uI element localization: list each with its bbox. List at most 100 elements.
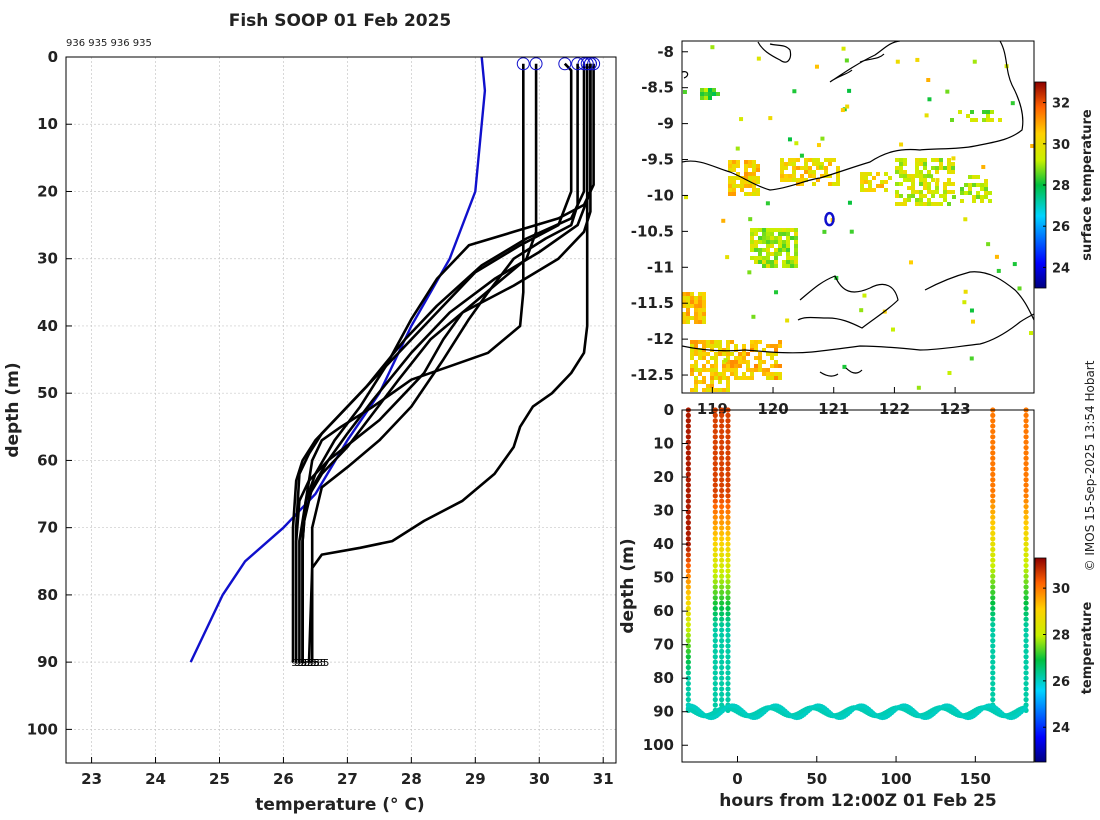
sst-pixel bbox=[726, 364, 730, 368]
sst-pixel bbox=[698, 372, 702, 376]
timeseries-dot bbox=[712, 514, 718, 520]
timeseries-dot bbox=[685, 648, 691, 654]
sst-pixel bbox=[714, 372, 718, 376]
timeseries-dot bbox=[685, 579, 691, 585]
sst-pixel bbox=[754, 340, 758, 344]
sst-pixel bbox=[750, 376, 754, 380]
timeseries-dot bbox=[712, 627, 718, 633]
timeseries-ytick-label: 70 bbox=[653, 636, 674, 654]
timeseries-dot bbox=[719, 541, 725, 547]
sst-pixel bbox=[972, 59, 977, 64]
timeseries-dot bbox=[1023, 520, 1029, 526]
timeseries-dot bbox=[712, 412, 718, 418]
sst-pixel bbox=[943, 186, 947, 190]
sst-pixel bbox=[812, 182, 816, 186]
sst-pixel bbox=[814, 64, 819, 69]
sst-pixel bbox=[808, 166, 812, 170]
sst-pixel bbox=[748, 176, 752, 180]
sst-pixel bbox=[919, 162, 923, 166]
timeseries-dot bbox=[685, 520, 691, 526]
sst-pixel bbox=[774, 260, 778, 264]
sst-pixel bbox=[698, 340, 702, 344]
sst-pixel bbox=[828, 162, 832, 166]
sst-pixel bbox=[927, 190, 931, 194]
sst-pixel bbox=[794, 141, 799, 146]
sst-pixel bbox=[694, 296, 698, 300]
sst-pixel bbox=[919, 174, 923, 178]
sst-pixel bbox=[694, 348, 698, 352]
timeseries-dot bbox=[1023, 638, 1029, 644]
sst-pixel bbox=[923, 166, 927, 170]
timeseries-dot bbox=[725, 418, 731, 424]
sst-pixel bbox=[786, 264, 790, 268]
timeseries-dot bbox=[685, 659, 691, 665]
sst-pixel bbox=[694, 320, 698, 324]
sst-pixel bbox=[736, 164, 740, 168]
sst-pixel bbox=[774, 290, 779, 295]
timeseries-dot bbox=[990, 664, 996, 671]
sst-pixel bbox=[785, 318, 790, 323]
sst-pixel bbox=[734, 344, 738, 348]
sst-pixel bbox=[931, 158, 935, 162]
timeseries-dot bbox=[725, 439, 731, 445]
timeseries-dot bbox=[725, 487, 731, 494]
timeseries-dot bbox=[990, 621, 996, 628]
sst-pixel bbox=[778, 232, 782, 236]
sst-pixel bbox=[722, 388, 726, 392]
sst-pixel bbox=[726, 380, 730, 384]
sst-pixel bbox=[964, 183, 968, 187]
sst-pixel bbox=[710, 368, 714, 372]
sst-pixel bbox=[718, 372, 722, 376]
timeseries-dot bbox=[685, 557, 691, 563]
sst-pixel bbox=[774, 360, 778, 364]
sst-pixel bbox=[686, 300, 690, 304]
sst-pixel bbox=[770, 240, 774, 244]
sst-pixel bbox=[935, 190, 939, 194]
timeseries-dot bbox=[1023, 530, 1029, 536]
sst-pixel bbox=[732, 164, 736, 168]
sst-pixel bbox=[792, 158, 796, 162]
sst-pixel bbox=[730, 360, 734, 364]
sst-pixel bbox=[700, 88, 704, 92]
timeseries-dot bbox=[712, 509, 718, 515]
profile-xlabel: temperature (° C) bbox=[255, 795, 424, 815]
sst-pixel bbox=[762, 256, 766, 260]
sst-pixel bbox=[750, 340, 754, 344]
sst-pixel bbox=[778, 252, 782, 256]
sst-pixel bbox=[860, 180, 864, 184]
sst-pixel bbox=[698, 316, 702, 320]
profile-xtick-label: 29 bbox=[465, 770, 486, 788]
timeseries-dot bbox=[1023, 450, 1029, 456]
timeseries-dot bbox=[719, 520, 725, 526]
sst-pixel bbox=[710, 344, 714, 348]
sst-pixel bbox=[804, 170, 808, 174]
sst-pixel bbox=[963, 289, 968, 294]
profile-start-marker bbox=[558, 57, 572, 71]
timeseries-dot bbox=[990, 632, 996, 638]
sst-pixel bbox=[714, 340, 718, 344]
timeseries-dot bbox=[1023, 568, 1029, 574]
profile-ytick-label: 90 bbox=[37, 653, 58, 671]
timeseries-dot bbox=[719, 627, 725, 633]
sst-pixel bbox=[895, 166, 899, 170]
sst-pixel bbox=[750, 372, 754, 376]
sst-pixel bbox=[730, 340, 734, 344]
timeseries-dot bbox=[725, 568, 731, 574]
sst-pixel bbox=[935, 186, 939, 190]
sst-pixel bbox=[895, 182, 899, 186]
sst-pixel bbox=[943, 194, 947, 198]
sst-pixel bbox=[756, 188, 760, 192]
sst-pixel bbox=[860, 188, 864, 192]
sst-pixel bbox=[746, 368, 750, 372]
sst-pixel bbox=[728, 184, 732, 188]
timeseries-dot bbox=[712, 546, 718, 553]
timeseries-dot bbox=[725, 659, 731, 665]
timeseries-bottom-dot bbox=[1022, 706, 1028, 712]
coastlines bbox=[682, 41, 1034, 377]
sst-pixel bbox=[694, 360, 698, 364]
sst-pixel bbox=[714, 368, 718, 372]
timeseries-dot bbox=[712, 568, 718, 574]
timeseries-dot bbox=[725, 493, 731, 499]
sst-pixel bbox=[786, 244, 790, 248]
